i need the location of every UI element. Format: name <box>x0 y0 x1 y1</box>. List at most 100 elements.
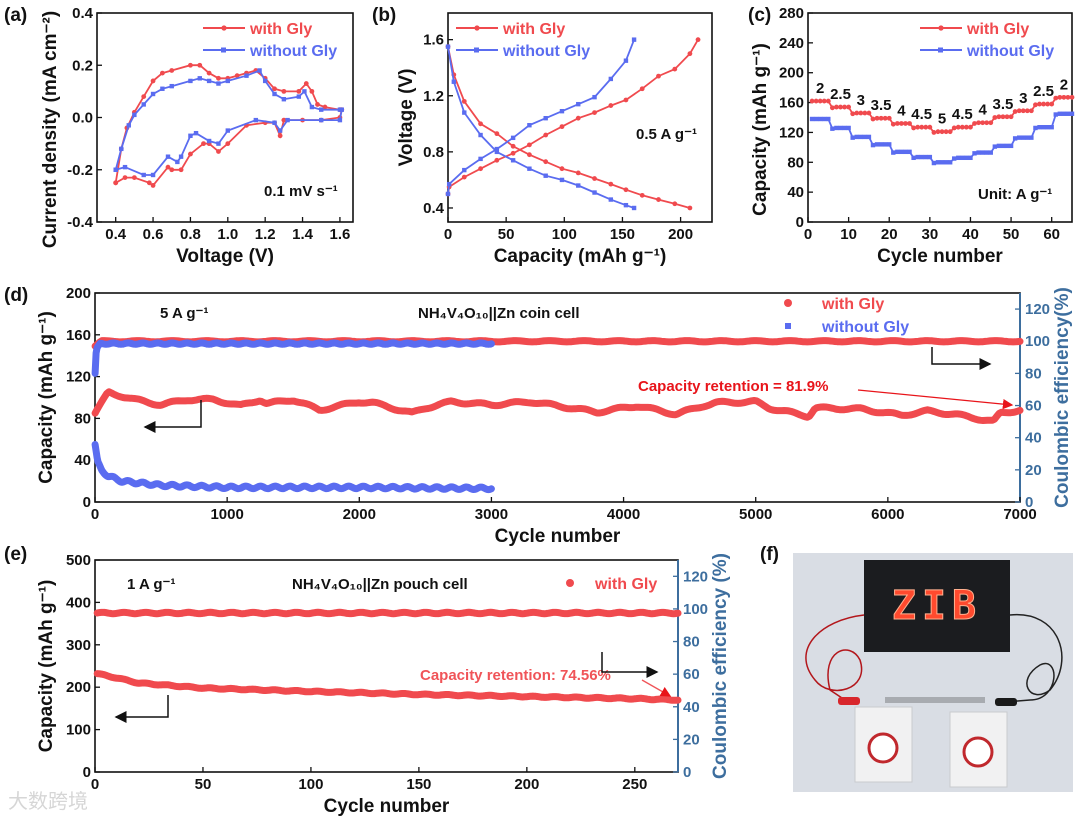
series-line-without-gly-discharge- <box>447 46 635 209</box>
x-tick-label: 100 <box>552 226 577 243</box>
data-point <box>919 154 924 160</box>
data-point <box>592 176 597 181</box>
y-tick-label: 1.6 <box>423 32 444 49</box>
chart-e-cell-label: NH₄V₄O₁₀||Zn pouch cell <box>292 576 468 593</box>
chart-d-rate-label: 5 A g⁻¹ <box>160 305 208 322</box>
panel-label-f: (f) <box>760 544 779 565</box>
data-point <box>984 150 989 155</box>
data-point <box>1045 101 1051 107</box>
data-point <box>838 125 843 131</box>
y-tick-label: 280 <box>779 5 804 22</box>
data-point <box>923 124 929 130</box>
y-tick-label: 240 <box>779 35 804 52</box>
data-point <box>907 149 912 155</box>
data-point <box>169 68 175 73</box>
legend-without-label: without Gly <box>502 43 590 60</box>
data-point <box>277 133 283 139</box>
data-point <box>1049 101 1055 107</box>
y-tick-label: 200 <box>779 65 804 82</box>
data-point <box>866 110 872 116</box>
data-point <box>1037 125 1042 130</box>
data-point <box>935 129 941 135</box>
data-point <box>809 98 815 104</box>
legend-d-with-label: with Gly <box>821 296 884 313</box>
data-point <box>1017 135 1022 140</box>
y2-tick-label: 100 <box>1025 333 1050 350</box>
data-point <box>996 143 1002 149</box>
x-axis-title: Cycle number <box>495 526 621 547</box>
data-point <box>160 70 165 76</box>
data-point <box>281 97 287 102</box>
data-point <box>854 134 859 140</box>
data-point <box>809 116 815 122</box>
data-point <box>445 191 451 197</box>
x-tick-label: 0 <box>444 226 452 243</box>
data-point <box>216 75 221 81</box>
legend-without-marker <box>474 47 479 53</box>
data-point <box>939 160 945 165</box>
legend-without-label: without Gly <box>966 43 1054 60</box>
data-point <box>968 155 973 161</box>
data-point <box>1053 112 1058 117</box>
data-point <box>1061 111 1067 116</box>
data-point <box>462 110 467 115</box>
data-point <box>623 97 629 103</box>
data-point <box>870 116 876 122</box>
data-point <box>1065 94 1071 100</box>
data-point <box>592 190 597 195</box>
x-tick-label: 3000 <box>475 506 508 523</box>
legend-with-label: with Gly <box>249 21 312 38</box>
data-point <box>309 104 315 110</box>
rate-label: 2.5 <box>830 86 851 103</box>
data-point <box>964 124 969 130</box>
panel-label-e: (e) <box>4 544 27 565</box>
data-point <box>850 135 855 140</box>
data-point <box>1057 94 1063 100</box>
data-point <box>281 88 287 94</box>
data-point <box>592 110 597 115</box>
data-point <box>862 110 868 116</box>
data-point <box>165 164 171 170</box>
data-point <box>309 88 315 94</box>
data-point <box>527 152 532 158</box>
data-point <box>462 167 467 173</box>
data-point <box>887 142 892 147</box>
rate-label: 2 <box>1060 76 1068 93</box>
data-point <box>445 44 451 49</box>
data-point <box>478 166 483 172</box>
data-point <box>1004 143 1010 149</box>
data-point <box>1069 111 1075 116</box>
legend-without-label: without Gly <box>249 43 337 60</box>
data-point <box>277 128 283 133</box>
x-axis-title: Capacity (mAh g⁻¹) <box>494 246 667 267</box>
data-point <box>559 108 565 114</box>
data-point <box>201 141 206 147</box>
data-point <box>193 130 199 136</box>
data-point <box>175 159 180 165</box>
x-tick-label: 60 <box>1043 226 1060 243</box>
data-point <box>543 116 548 121</box>
data-point <box>188 133 193 138</box>
data-point <box>575 115 581 121</box>
black-clip <box>995 698 1017 706</box>
y2-tick-label: 40 <box>1025 430 1042 447</box>
data-point <box>141 172 146 178</box>
data-point <box>911 125 916 131</box>
chart-a: 0.4 0.6 0.8 1.0 1.2 1.4 1.6 -0.4 -0.2 0.0 0.2 0.4 Vo… <box>40 5 354 267</box>
data-point <box>206 78 212 84</box>
data-point <box>576 101 581 107</box>
legend-d-without-label: without Gly <box>821 319 909 336</box>
data-point <box>951 125 957 131</box>
data-point <box>882 115 888 121</box>
data-point <box>631 205 637 211</box>
data-point <box>817 98 823 104</box>
data-point <box>931 160 937 166</box>
data-point <box>1057 111 1063 116</box>
legend-with-marker <box>938 25 944 31</box>
data-point <box>1065 111 1071 116</box>
data-point <box>952 156 957 161</box>
data-point <box>165 154 171 159</box>
data-point <box>1041 125 1046 130</box>
data-point <box>262 78 268 84</box>
x-tick-label: 200 <box>668 226 693 243</box>
